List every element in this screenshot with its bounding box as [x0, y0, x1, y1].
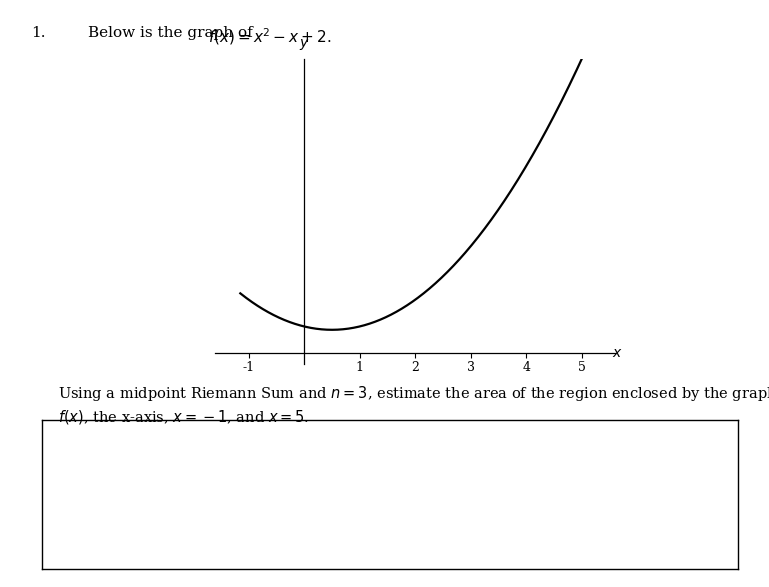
Text: 1.: 1.: [31, 26, 45, 41]
Text: $f(x)=x^2-x+2$.: $f(x)=x^2-x+2$.: [208, 26, 331, 47]
Text: Using a midpoint Riemann Sum and $n=3$, estimate the area of the region enclosed: Using a midpoint Riemann Sum and $n=3$, …: [58, 384, 769, 403]
Text: $y$: $y$: [299, 37, 310, 52]
Text: Below is the graph of: Below is the graph of: [88, 26, 258, 41]
Text: $x$: $x$: [612, 346, 623, 360]
Text: $f(x)$, the x-axis, $x=-1$, and $x=5$.: $f(x)$, the x-axis, $x=-1$, and $x=5$.: [58, 408, 309, 426]
